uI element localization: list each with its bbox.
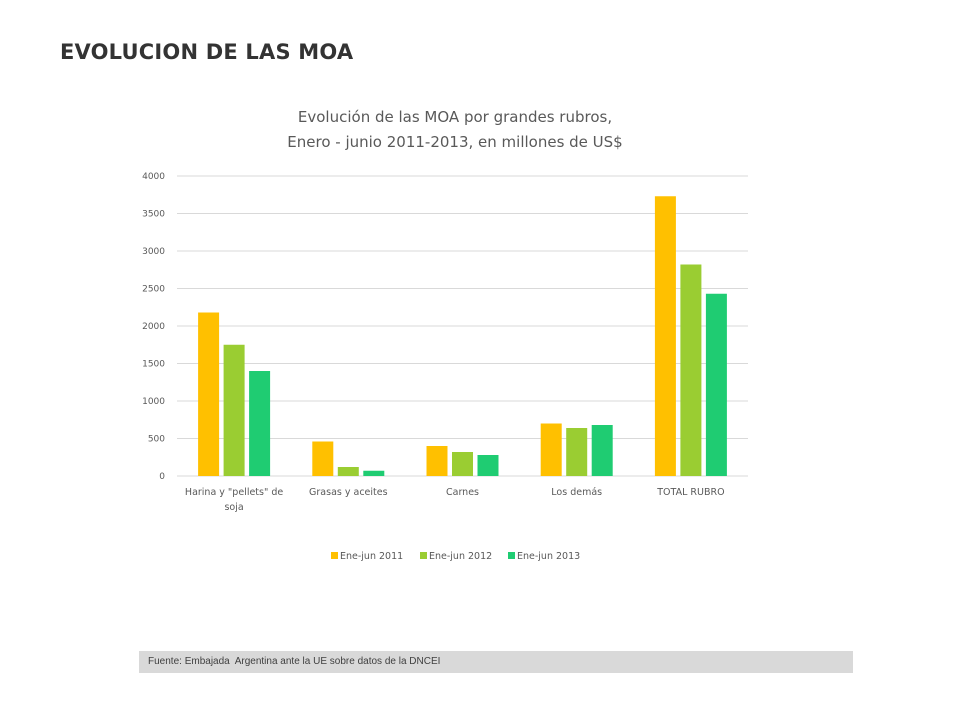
y-tick-label: 4000: [142, 172, 165, 182]
bar: [540, 423, 562, 476]
bar: [337, 467, 359, 476]
source-note: Fuente: Embajada Argentina ante la UE so…: [148, 656, 441, 667]
bar: [654, 196, 676, 476]
bar: [591, 425, 613, 476]
bar: [680, 264, 702, 476]
legend: Ene-jun 2011 Ene-jun 2012 Ene-jun 2013: [331, 551, 580, 562]
bar: [198, 312, 220, 476]
legend-swatch: [508, 552, 515, 559]
bar: [223, 344, 245, 476]
y-tick-label: 500: [148, 435, 165, 445]
page-title: EVOLUCION DE LAS MOA: [60, 40, 354, 64]
bar: [363, 470, 385, 476]
x-category-label: Harina y "pellets" de: [185, 487, 283, 498]
legend-swatch: [420, 552, 427, 559]
bar: [566, 428, 588, 476]
bar: [452, 452, 473, 476]
legend-label: Ene-jun 2012: [429, 551, 492, 562]
legend-label: Ene-jun 2013: [517, 551, 580, 562]
gridlines: [177, 175, 748, 477]
bar: [705, 293, 727, 476]
y-tick-label: 3000: [142, 247, 165, 257]
x-category-label: soja: [224, 502, 243, 513]
x-axis-categories: Harina y "pellets" de soja Grasas y aceite…: [185, 487, 725, 513]
legend-swatch: [331, 552, 338, 559]
y-tick-label: 3500: [142, 210, 165, 220]
chart-title-line-2: Enero - junio 2011-2013, en millones de …: [287, 133, 623, 151]
x-category-label: Grasas y aceites: [309, 487, 388, 498]
chart-title-line-1: Evolución de las MOA por grandes rubros,: [297, 108, 613, 126]
legend-label: Ene-jun 2011: [340, 551, 403, 562]
y-axis-ticks: 0 500 1000 1500 2000 2500 3000 3500 4000: [142, 172, 165, 482]
source-footer: Fuente: Embajada Argentina ante la UE so…: [139, 651, 853, 673]
y-tick-label: 0: [159, 472, 165, 482]
x-category-label: Los demás: [551, 487, 602, 498]
x-category-label: TOTAL RUBRO: [656, 487, 724, 498]
y-tick-label: 2000: [142, 322, 165, 332]
bar: [249, 371, 271, 476]
y-tick-label: 1000: [142, 397, 165, 407]
x-category-label: Carnes: [446, 487, 479, 498]
bar: [312, 441, 334, 476]
y-tick-label: 2500: [142, 285, 165, 295]
bar: [477, 455, 499, 476]
bar: [426, 446, 448, 476]
y-tick-label: 1500: [142, 360, 165, 370]
bars: [198, 196, 727, 476]
